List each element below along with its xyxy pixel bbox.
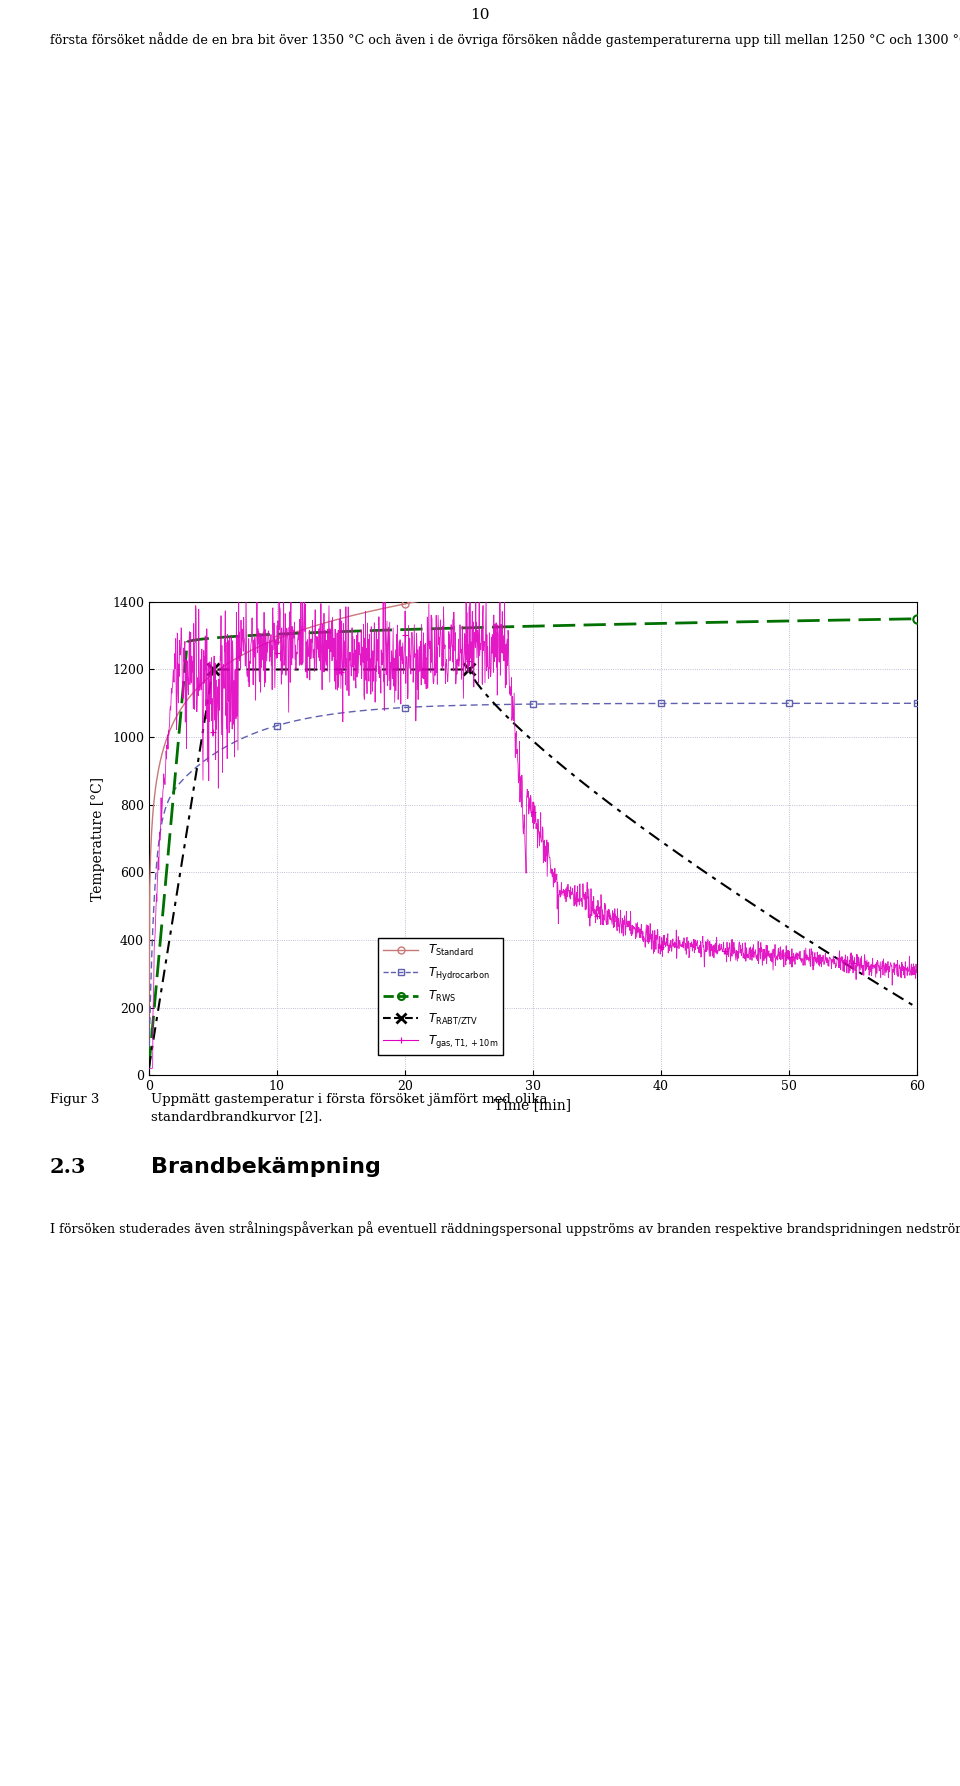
Text: 2.3: 2.3: [50, 1157, 86, 1177]
X-axis label: Time [min]: Time [min]: [494, 1098, 571, 1113]
Y-axis label: Temperature [°C]: Temperature [°C]: [91, 777, 105, 900]
Legend: $T$$_{\rm Standard}$, $T$$_{\rm Hydrocarbon}$, $T$$_{\rm RWS}$, $T$$_{\rm RABT/Z: $T$$_{\rm Standard}$, $T$$_{\rm Hydrocar…: [378, 938, 503, 1056]
Text: första försöket nådde de en bra bit över 1350 °C och även i de övriga försöken n: första försöket nådde de en bra bit över…: [50, 32, 960, 46]
Text: Brandbekämpning: Brandbekämpning: [151, 1157, 380, 1177]
Text: Uppmätt gastemperatur i första försöket jämfört med olika
standardbrandkurvor [2: Uppmätt gastemperatur i första försöket …: [151, 1093, 547, 1123]
Text: 10: 10: [470, 7, 490, 21]
Text: I försöken studerades även strålningspåverkan på eventuell räddningspersonal upp: I försöken studerades även strålningspåv…: [50, 1222, 960, 1236]
Text: Figur 3: Figur 3: [50, 1093, 99, 1106]
